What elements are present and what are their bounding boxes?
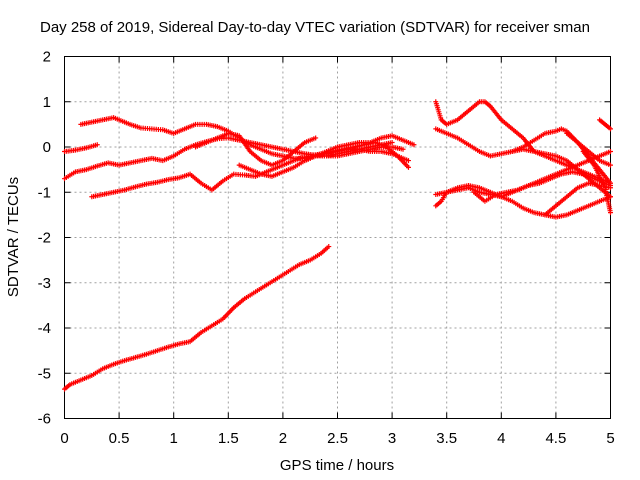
y-tick-label: -2 [38,230,51,247]
y-tick-label: -6 [38,411,51,428]
y-tick-label: -1 [38,184,51,201]
data-point [326,244,332,250]
x-tick-label: 3 [388,430,396,447]
series-arc-f [236,133,417,179]
y-tick-label: -3 [38,275,51,292]
y-tick-label: -4 [38,320,51,337]
x-tick-label: 1 [170,430,178,447]
chart-title: Day 258 of 2019, Sidereal Day-to-day VTE… [40,19,590,36]
x-tick-label: 5 [606,430,614,447]
x-tick-label: 2.5 [327,430,348,447]
x-tick-labels: 0 0.5 1 1.5 2 2.5 3 3.5 4 4.5 5 [60,430,614,447]
x-tick-label: 2 [279,430,287,447]
y-tick-label: 1 [43,94,51,111]
series-arc-long-rise [62,244,332,392]
y-tick-label: 2 [43,49,51,66]
data-point [608,126,613,132]
y-tick-labels: 2 1 0 -1 -2 -3 -4 -5 -6 [38,49,51,428]
data-point [608,162,613,168]
y-tick-label: 0 [43,139,51,156]
data-point [608,180,613,186]
data-point [313,135,319,141]
x-tick-label: 0 [60,430,68,447]
y-axis-label: SDTVAR / TECUs [5,177,22,297]
x-tick-label: 0.5 [109,430,130,447]
series-arc-g [302,146,411,164]
data-point [389,139,395,145]
data-point [94,142,100,148]
x-tick-label: 3.5 [436,430,457,447]
x-tick-label: 1.5 [218,430,239,447]
series-arc-h [433,99,613,186]
data-points [62,99,613,392]
data-point [400,146,406,152]
x-axis-label: GPS time / hours [280,457,394,474]
series-arc-q [597,117,613,132]
x-tick-label: 4.5 [545,430,566,447]
data-point [608,149,613,155]
data-point [608,210,613,216]
data-point [405,164,411,170]
data-point [411,142,417,148]
series-arc-p [580,149,613,216]
y-tick-label: -5 [38,365,51,382]
data-point [405,158,411,164]
data-point [608,185,613,191]
series-arc-e [193,130,319,168]
x-tick-label: 4 [497,430,505,447]
series-arc-o [564,130,613,168]
series-arc-a [62,142,100,155]
grid-lines [64,56,611,419]
